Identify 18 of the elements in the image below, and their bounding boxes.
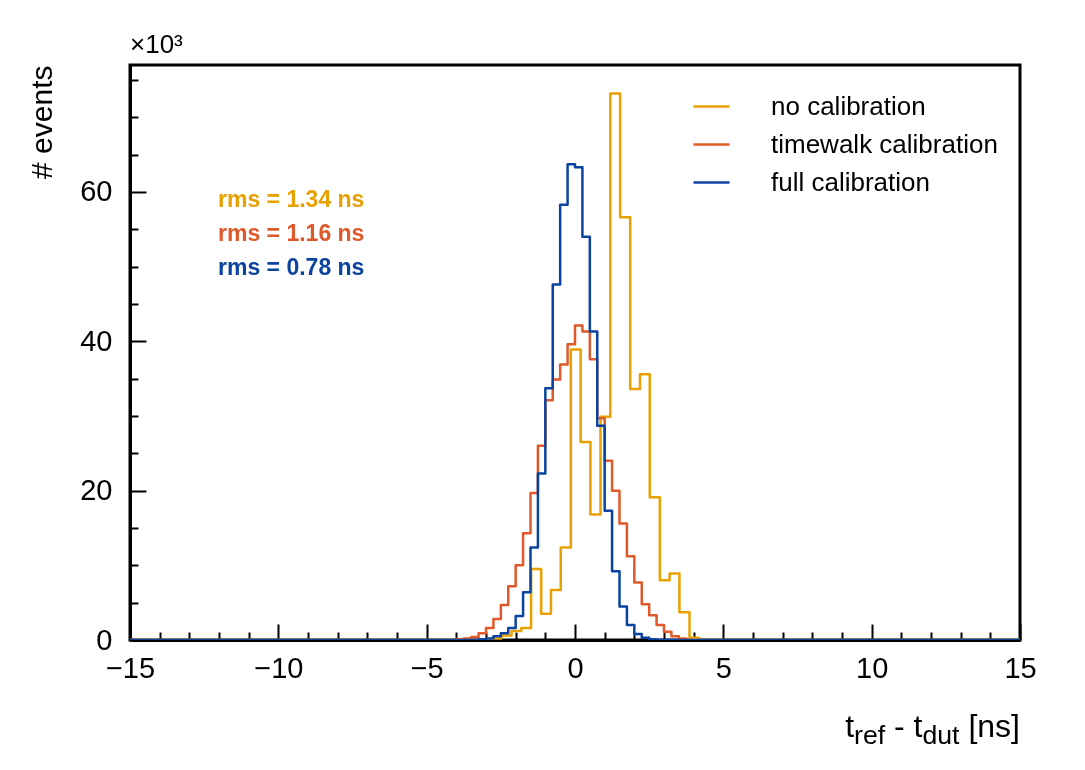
x-tick-label: 0 <box>567 651 584 684</box>
y-tick-label: 20 <box>80 474 113 507</box>
legend-label: no calibration <box>771 90 926 121</box>
y-tick-label: 40 <box>80 324 113 357</box>
y-axis-title: # events <box>25 65 59 179</box>
x-axis-title: t$_{ref}$ - t$_{dut}$ [ns] <box>845 708 1020 752</box>
x-tick-label: 15 <box>1004 651 1037 684</box>
x-tick-label: −5 <box>410 651 444 684</box>
text: ×10³ <box>130 29 184 59</box>
x-tick-label: 5 <box>715 651 732 684</box>
y-tick-label: 60 <box>80 175 113 208</box>
x-tick-label: 10 <box>856 651 889 684</box>
annotation: rms = 0.78 ns <box>218 254 365 280</box>
annotation: rms = 1.34 ns <box>218 186 365 212</box>
annotation: rms = 1.16 ns <box>218 220 365 246</box>
x-tick-label: −10 <box>254 651 304 684</box>
legend-label: full calibration <box>771 166 930 197</box>
legend-label: timewalk calibration <box>771 128 998 159</box>
